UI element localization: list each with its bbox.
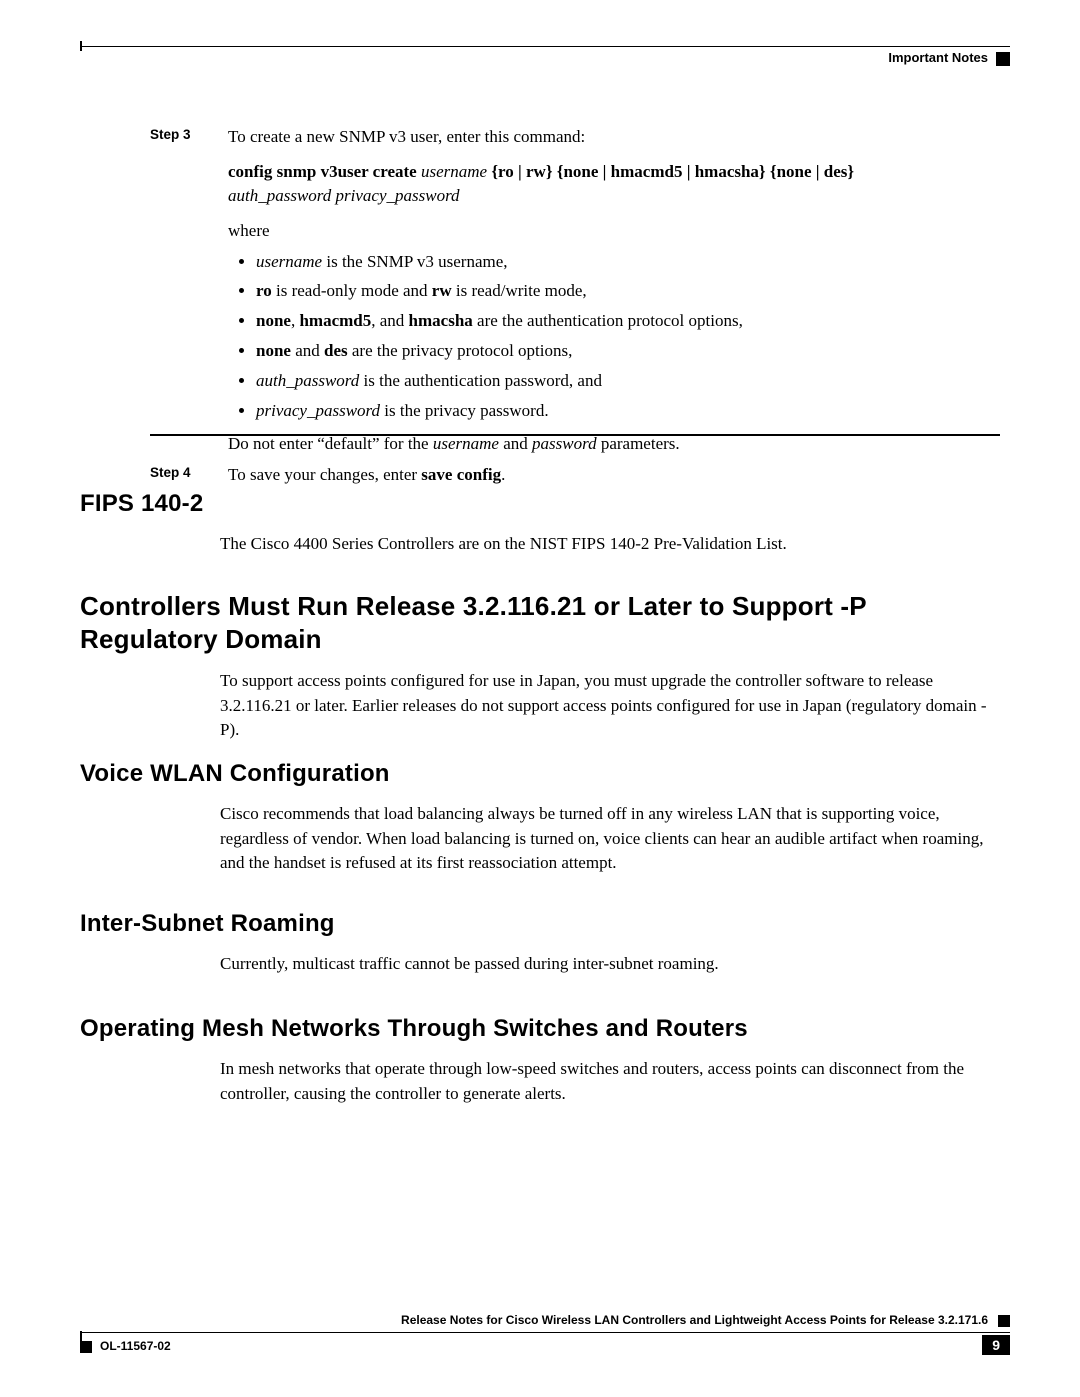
text: none bbox=[256, 341, 291, 360]
footer-doc-number: OL-11567-02 bbox=[100, 1339, 171, 1353]
text: save config bbox=[421, 465, 501, 484]
text: Do not enter “default” for the bbox=[228, 434, 433, 453]
section-body: In mesh networks that operate through lo… bbox=[220, 1057, 1000, 1106]
section-mesh: Operating Mesh Networks Through Switches… bbox=[80, 1015, 1000, 1106]
text: ro bbox=[256, 281, 272, 300]
section-body: The Cisco 4400 Series Controllers are on… bbox=[220, 532, 1000, 557]
steps-block: Step 3 To create a new SNMP v3 user, ent… bbox=[150, 125, 1000, 494]
step3-body: To create a new SNMP v3 user, enter this… bbox=[228, 125, 1000, 457]
list-item: none and des are the privacy protocol op… bbox=[256, 339, 1000, 363]
text: username bbox=[433, 434, 499, 453]
text: username bbox=[256, 252, 322, 271]
list-item: ro is read-only mode and rw is read/writ… bbox=[256, 279, 1000, 303]
header-marker-icon bbox=[996, 52, 1010, 66]
cmd-part: {ro | rw} {none | hmacmd5 | hmacsha} {no… bbox=[487, 162, 854, 181]
text: To save your changes, enter bbox=[228, 465, 421, 484]
footer-doc-title: Release Notes for Cisco Wireless LAN Con… bbox=[401, 1313, 988, 1327]
section-title: Inter-Subnet Roaming bbox=[80, 910, 1000, 938]
list-item: username is the SNMP v3 username, bbox=[256, 250, 1000, 274]
text: , and bbox=[371, 311, 408, 330]
list-item: privacy_password is the privacy password… bbox=[256, 399, 1000, 423]
step4-label: Step 4 bbox=[150, 463, 222, 488]
text: password bbox=[532, 434, 597, 453]
step3-bullets: username is the SNMP v3 username, ro is … bbox=[228, 250, 1000, 423]
text: is read-only mode and bbox=[272, 281, 432, 300]
text: . bbox=[501, 465, 505, 484]
step3-note: Do not enter “default” for the username … bbox=[228, 432, 1000, 457]
text: hmacsha bbox=[409, 311, 473, 330]
section-roaming: Inter-Subnet Roaming Currently, multicas… bbox=[80, 910, 1000, 977]
text: rw bbox=[432, 281, 452, 300]
step3-label: Step 3 bbox=[150, 125, 222, 457]
section-title: Voice WLAN Configuration bbox=[80, 760, 1000, 788]
text: are the authentication protocol options, bbox=[473, 311, 743, 330]
cmd-part: username bbox=[421, 162, 487, 181]
footer-rule bbox=[80, 1332, 1010, 1333]
text: is the authentication password, and bbox=[359, 371, 602, 390]
text: is the SNMP v3 username, bbox=[322, 252, 507, 271]
text: des bbox=[324, 341, 348, 360]
section-body: Cisco recommends that load balancing alw… bbox=[220, 802, 1000, 876]
footer-title-marker-icon bbox=[998, 1315, 1010, 1327]
text: and bbox=[499, 434, 532, 453]
text: none bbox=[256, 311, 291, 330]
step4-body: To save your changes, enter save config. bbox=[228, 463, 1000, 488]
text: is the privacy password. bbox=[380, 401, 549, 420]
step3-command: config snmp v3user create username {ro |… bbox=[228, 160, 1000, 209]
text: is read/write mode, bbox=[452, 281, 587, 300]
list-item: auth_password is the authentication pass… bbox=[256, 369, 1000, 393]
section-title: Controllers Must Run Release 3.2.116.21 … bbox=[80, 590, 1000, 655]
step4: Step 4 To save your changes, enter save … bbox=[150, 463, 1000, 488]
page: Important Notes Step 3 To create a new S… bbox=[0, 0, 1080, 1397]
text: and bbox=[291, 341, 324, 360]
header-rule bbox=[80, 46, 1010, 47]
running-head-label: Important Notes bbox=[888, 50, 988, 65]
text: hmacmd5 bbox=[299, 311, 371, 330]
text: are the privacy protocol options, bbox=[348, 341, 573, 360]
step3-where: where bbox=[228, 219, 1000, 244]
section-title: FIPS 140-2 bbox=[80, 490, 1000, 518]
steps-rule bbox=[150, 434, 1000, 436]
text: privacy_password bbox=[256, 401, 380, 420]
text: parameters. bbox=[597, 434, 680, 453]
footer-left-marker-icon bbox=[80, 1341, 92, 1353]
section-fips: FIPS 140-2 The Cisco 4400 Series Control… bbox=[80, 490, 1000, 557]
page-number: 9 bbox=[982, 1335, 1010, 1355]
step3-intro: To create a new SNMP v3 user, enter this… bbox=[228, 125, 1000, 150]
cmd-part: config snmp v3user create bbox=[228, 162, 421, 181]
section-voice: Voice WLAN Configuration Cisco recommend… bbox=[80, 760, 1000, 876]
section-controllers: Controllers Must Run Release 3.2.116.21 … bbox=[80, 590, 1000, 743]
text: auth_password bbox=[256, 371, 359, 390]
section-title: Operating Mesh Networks Through Switches… bbox=[80, 1015, 1000, 1043]
cmd-part: auth_password privacy_password bbox=[228, 186, 460, 205]
section-body: To support access points configured for … bbox=[220, 669, 1000, 743]
list-item: none, hmacmd5, and hmacsha are the authe… bbox=[256, 309, 1000, 333]
section-body: Currently, multicast traffic cannot be p… bbox=[220, 952, 1000, 977]
step3: Step 3 To create a new SNMP v3 user, ent… bbox=[150, 125, 1000, 457]
